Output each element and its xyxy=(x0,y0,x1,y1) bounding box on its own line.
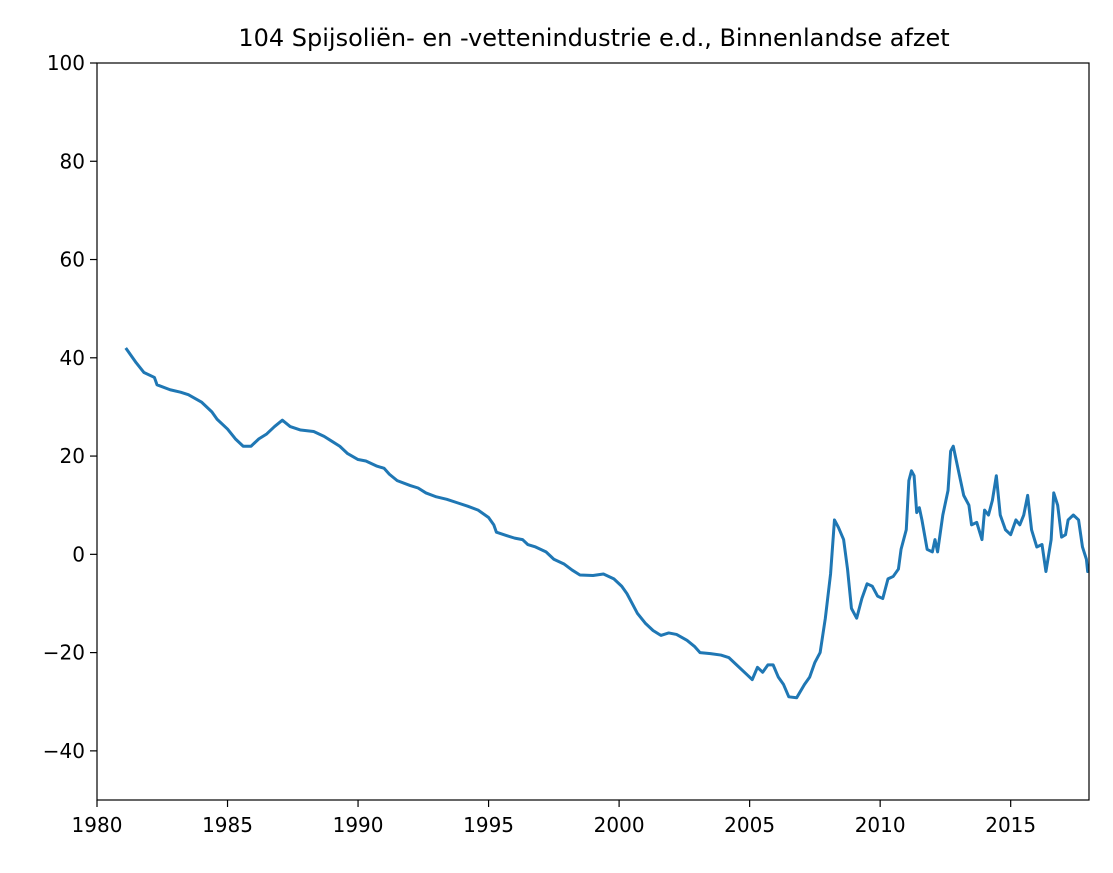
x-tick-label: 2010 xyxy=(855,813,906,837)
x-tick-label: 1985 xyxy=(202,813,253,837)
y-tick-label: −20 xyxy=(43,641,85,665)
y-tick-label: −40 xyxy=(43,739,85,763)
x-tick-label: 1990 xyxy=(333,813,384,837)
x-tick-label: 2005 xyxy=(724,813,775,837)
data-line xyxy=(124,347,1089,700)
plot-frame xyxy=(96,62,1090,801)
x-tick-label: 1980 xyxy=(72,813,123,837)
y-tick-label: 40 xyxy=(60,346,85,370)
x-tick-label: 1995 xyxy=(463,813,514,837)
y-tick-label: 100 xyxy=(47,51,85,75)
y-tick-label: 80 xyxy=(60,149,85,173)
y-tick-label: 20 xyxy=(60,444,85,468)
y-tick-label: 0 xyxy=(72,542,85,566)
x-tick-label: 2015 xyxy=(985,813,1036,837)
x-tick-label: 2000 xyxy=(594,813,645,837)
chart-title: 104 Spijsoliën- en -vettenindustrie e.d.… xyxy=(238,24,949,52)
y-tick-label: 60 xyxy=(60,248,85,272)
